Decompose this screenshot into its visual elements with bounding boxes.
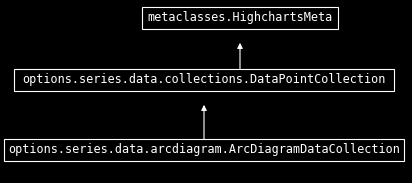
Text: options.series.data.collections.DataPointCollection: options.series.data.collections.DataPoin… xyxy=(22,74,386,87)
FancyBboxPatch shape xyxy=(4,139,404,161)
Text: options.series.data.arcdiagram.ArcDiagramDataCollection: options.series.data.arcdiagram.ArcDiagra… xyxy=(8,143,400,156)
Text: metaclasses.HighchartsMeta: metaclasses.HighchartsMeta xyxy=(147,12,332,25)
FancyBboxPatch shape xyxy=(14,69,394,91)
FancyBboxPatch shape xyxy=(142,7,338,29)
